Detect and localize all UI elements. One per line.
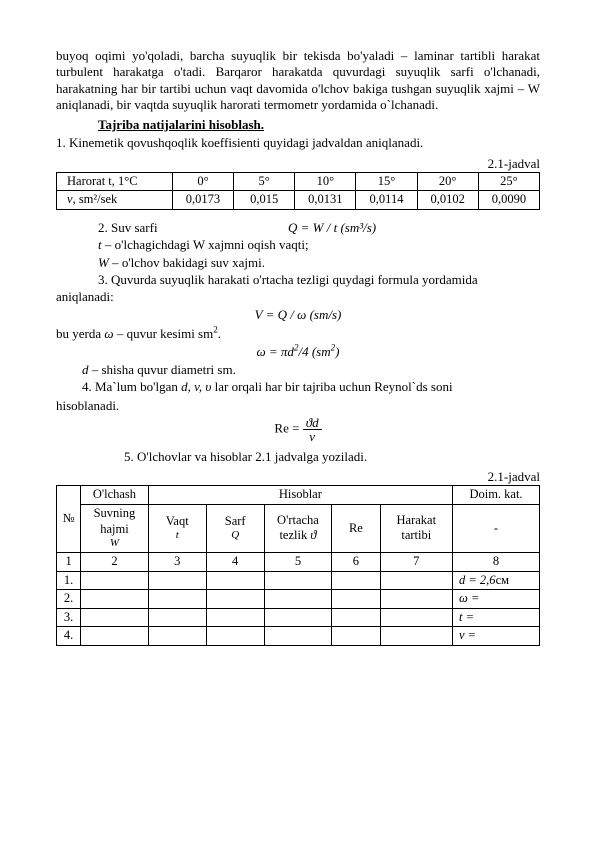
h-hisoblar: Hisoblar [148, 486, 452, 505]
item4-a: 4. Ma`lum bo'lgan [82, 379, 181, 394]
r1-no: 1. [57, 571, 81, 590]
table-row: 1 2 3 4 5 6 7 8 [57, 552, 540, 571]
table-row: Harorat t, 1°C 0° 5° 10° 15° 20° 25° [57, 172, 540, 191]
table-row: № O'lchash Hisoblar Doim. kat. [57, 486, 540, 505]
sh-ortacha: O'rtachatezlik ϑ [264, 504, 332, 552]
table-row: 1. d = 2,6см [57, 571, 540, 590]
table1-caption: 2.1-jadval [56, 156, 540, 172]
t1-r2c5: 0,0114 [356, 191, 417, 210]
item4-b: lar orqali har bir tajriba uchun Reynol`… [211, 379, 452, 394]
table-results: № O'lchash Hisoblar Doim. kat. Suvningha… [56, 485, 540, 646]
t1-r2c7: 0,0090 [478, 191, 539, 210]
section-title: Tajriba natijalarini hisoblash. [98, 117, 540, 133]
r4-no: 4. [57, 627, 81, 646]
t1-r1c6: 20° [417, 172, 478, 191]
item-1: 1. Kinemetik qovushqoqlik koeffisienti q… [56, 135, 540, 151]
t1-r1c1: Harorat t, 1°C [57, 172, 173, 191]
re-num: ϑd [303, 416, 322, 430]
t1-r1c3: 5° [234, 172, 295, 191]
item3-text: 3. Quvurda suyuqlik harakati o'rtacha te… [98, 272, 478, 287]
t1-r2c1: ν, sm²/sek [57, 191, 173, 210]
c-n8: 8 [453, 552, 540, 571]
c-n5: 5 [264, 552, 332, 571]
c-n3: 3 [148, 552, 206, 571]
formula-v: V = Q / ω (sm/s) [56, 307, 540, 323]
t1-r2c2: 0,0173 [172, 191, 233, 210]
formula-re: Re = ϑd ν [56, 416, 540, 443]
t1-r2c3: 0,015 [234, 191, 295, 210]
table-row: ν, sm²/sek 0,0173 0,015 0,0131 0,0114 0,… [57, 191, 540, 210]
t1-r1c7: 25° [478, 172, 539, 191]
r3-const: t = [453, 608, 540, 627]
h-no: № [57, 486, 81, 553]
item2-label: 2. Suv sarfi [98, 220, 288, 236]
r3-no: 3. [57, 608, 81, 627]
sh-harakat: Harakattartibi [380, 504, 452, 552]
item3-cont: aniqlanadi: [56, 289, 540, 305]
re-label: Re = [274, 420, 299, 435]
table-row: 2. ω = [57, 590, 540, 609]
item-3: 3. Quvurda suyuqlik harakati o'rtacha te… [56, 272, 540, 288]
c-n7: 7 [380, 552, 452, 571]
c-n2: 2 [81, 552, 149, 571]
d-line: d – shisha quvur diametri sm. [82, 362, 540, 378]
c-n4: 4 [206, 552, 264, 571]
t1-r1c2: 0° [172, 172, 233, 191]
item-2: 2. Suv sarfi Q = W / t (sm³/s) [98, 220, 540, 236]
formula-q: Q = W / t (sm³/s) [288, 220, 376, 236]
t1-r1c4: 10° [295, 172, 356, 191]
h-olchash: O'lchash [81, 486, 149, 505]
table-row: 3. t = [57, 608, 540, 627]
para-intro: buyoq oqimi yo'qoladi, barcha suyuqlik b… [56, 48, 540, 113]
sh-re: Re [332, 504, 380, 552]
table-harorat: Harorat t, 1°C 0° 5° 10° 15° 20° 25° ν, … [56, 172, 540, 210]
item4-cont: hisoblanadi. [56, 398, 540, 414]
sh-vaqt: Vaqtt [148, 504, 206, 552]
formula-omega: ω = πd2/4 (sm2) [56, 344, 540, 360]
sh-suvning: SuvninghajmiW [81, 504, 149, 552]
item-4: 4. Ma`lum bo'lgan d, v, υ lar orqali har… [56, 379, 540, 395]
bu-yerda: bu yerda ω – quvur kesimi sm2. [56, 326, 540, 342]
item2-a: t – o'lchagichdagi W xajmni oqish vaqti; [98, 237, 540, 253]
r2-const: ω = [453, 590, 540, 609]
item-5: 5. O'lchovlar va hisoblar 2.1 jadvalga y… [124, 449, 540, 465]
re-den: ν [303, 430, 322, 443]
t1-r1c5: 15° [356, 172, 417, 191]
r4-const: ν = [453, 627, 540, 646]
c-n6: 6 [332, 552, 380, 571]
r2-no: 2. [57, 590, 81, 609]
table2-caption: 2.1-jadval [56, 469, 540, 485]
sh-dash: - [453, 504, 540, 552]
t1-r2c6: 0,0102 [417, 191, 478, 210]
sh-sarf: SarfQ [206, 504, 264, 552]
table-row: 4. ν = [57, 627, 540, 646]
c-n1: 1 [57, 552, 81, 571]
item4-vars: d, v, υ [181, 379, 211, 394]
h-doim: Doim. kat. [453, 486, 540, 505]
item2-b: W – o'lchov bakidagi suv xajmi. [98, 255, 540, 271]
t1-r2c4: 0,0131 [295, 191, 356, 210]
r1-const: d = 2,6см [453, 571, 540, 590]
nu-unit: , sm²/sek [73, 192, 118, 206]
table-row: SuvninghajmiW Vaqtt SarfQ O'rtachatezlik… [57, 504, 540, 552]
